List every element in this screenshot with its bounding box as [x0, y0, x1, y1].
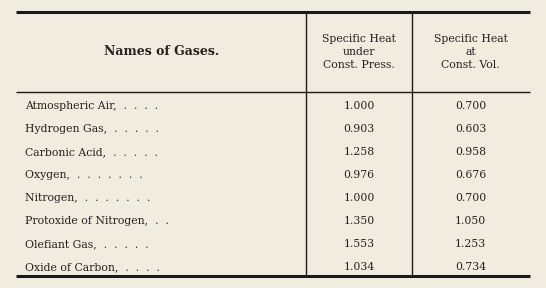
Text: 0.700: 0.700: [455, 101, 486, 111]
Text: 1.034: 1.034: [343, 262, 375, 272]
Text: 1.253: 1.253: [455, 239, 486, 249]
Text: 1.000: 1.000: [343, 101, 375, 111]
Text: Carbonic Acid,  .  .  .  .  .: Carbonic Acid, . . . . .: [25, 147, 158, 157]
Text: 0.700: 0.700: [455, 193, 486, 203]
Text: Oxide of Carbon,  .  .  .  .: Oxide of Carbon, . . . .: [25, 262, 159, 272]
Text: 1.000: 1.000: [343, 193, 375, 203]
Text: Specific Heat
at
Const. Vol.: Specific Heat at Const. Vol.: [434, 34, 508, 70]
Text: Nitrogen,  .  .  .  .  .  .  .: Nitrogen, . . . . . . .: [25, 193, 150, 203]
Text: 1.050: 1.050: [455, 216, 486, 226]
Text: 0.734: 0.734: [455, 262, 486, 272]
Text: 1.553: 1.553: [343, 239, 375, 249]
Text: 0.903: 0.903: [343, 124, 375, 134]
Text: Olefiant Gas,  .  .  .  .  .: Olefiant Gas, . . . . .: [25, 239, 148, 249]
Text: Specific Heat
under
Const. Press.: Specific Heat under Const. Press.: [322, 34, 396, 70]
Text: 0.976: 0.976: [343, 170, 375, 180]
Text: Protoxide of Nitrogen,  .  .: Protoxide of Nitrogen, . .: [25, 216, 169, 226]
Text: Atmospheric Air,  .  .  .  .: Atmospheric Air, . . . .: [25, 101, 158, 111]
Text: 0.958: 0.958: [455, 147, 486, 157]
Text: 0.676: 0.676: [455, 170, 486, 180]
Text: 1.350: 1.350: [343, 216, 375, 226]
Text: Names of Gases.: Names of Gases.: [104, 46, 219, 58]
Text: 1.258: 1.258: [343, 147, 375, 157]
Text: Hydrogen Gas,  .  .  .  .  .: Hydrogen Gas, . . . . .: [25, 124, 158, 134]
Text: Oxygen,  .  .  .  .  .  .  .: Oxygen, . . . . . . .: [25, 170, 142, 180]
Text: 0.603: 0.603: [455, 124, 486, 134]
